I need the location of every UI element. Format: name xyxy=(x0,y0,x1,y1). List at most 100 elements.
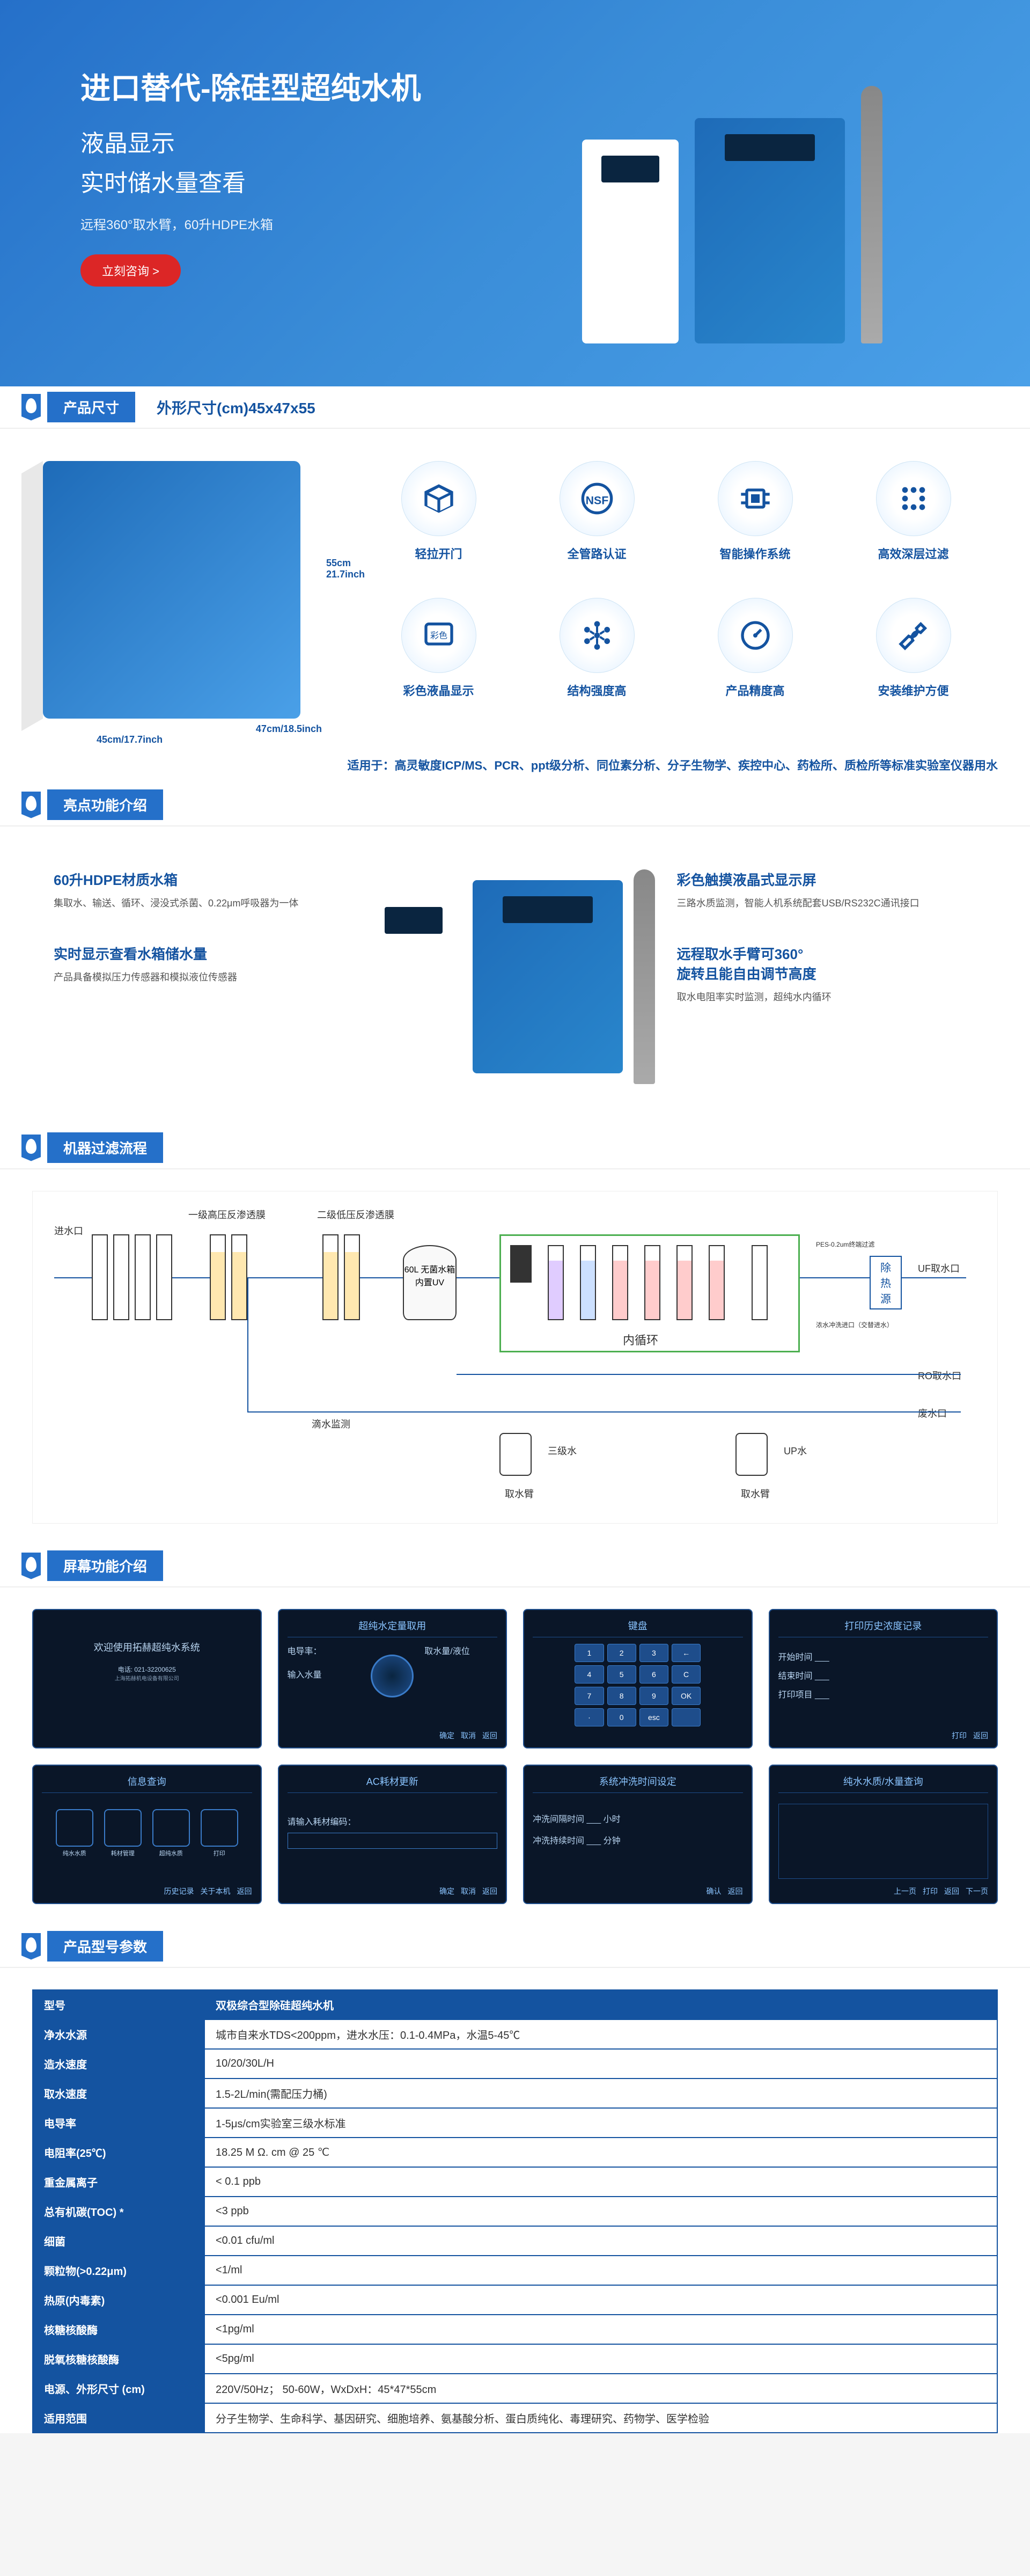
feature-label: 产品精度高 xyxy=(681,682,829,699)
info-icon[interactable] xyxy=(152,1809,190,1847)
highlight-desc: 集取水、输送、循环、浸没式杀菌、0.22μm呼吸器为一体 xyxy=(54,896,344,911)
feature-item: NSF全管路认证 xyxy=(523,461,671,582)
screen-button[interactable]: 上一页 xyxy=(894,1886,916,1897)
flow-drip: 滴水监测 xyxy=(312,1417,350,1431)
keypad-key[interactable]: · xyxy=(575,1708,604,1726)
keypad-key[interactable]: ← xyxy=(672,1644,701,1662)
spec-key: 取水速度 xyxy=(33,2079,204,2108)
keypad-key[interactable]: 6 xyxy=(639,1665,668,1684)
spec-row: 电导率1-5μs/cm实验室三级水标准 xyxy=(33,2108,997,2138)
spec-row: 造水速度10/20/30L/H xyxy=(33,2049,997,2079)
gauge-icon xyxy=(718,598,793,673)
spec-row: 电阻率(25℃)18.25 M Ω. cm @ 25 ℃ xyxy=(33,2138,997,2167)
flow-arm2: 取水臂 xyxy=(741,1487,770,1501)
screen-title: 纯水水质/水量查询 xyxy=(778,1774,989,1793)
spec-row: 适用范围分子生物学、生命科学、基因研究、细胞培养、氨基酸分析、蛋白质纯化、毒理研… xyxy=(33,2403,997,2433)
spec-key: 重金属离子 xyxy=(33,2167,204,2197)
screen-button[interactable]: 下一页 xyxy=(966,1886,988,1897)
flow-inlet: 进水口 xyxy=(54,1224,83,1238)
spec-value: 城市自来水TDS<200ppm，进水水压：0.1-0.4MPa，水温5-45℃ xyxy=(204,2019,997,2049)
keypad-key[interactable]: C xyxy=(672,1665,701,1684)
flow-heat: 除 热 源 xyxy=(870,1256,902,1309)
screen-button[interactable]: 历史记录 xyxy=(164,1886,194,1897)
screen-button[interactable]: 关于本机 xyxy=(201,1886,231,1897)
dots-icon xyxy=(876,461,951,536)
screen-button[interactable]: 取消 xyxy=(461,1886,476,1897)
feature-item: 轻拉开门 xyxy=(365,461,512,582)
screen-button[interactable]: 打印 xyxy=(923,1886,938,1897)
flow-tank: 60L 无菌水箱 内置UV xyxy=(403,1245,457,1320)
highlights-tab: 亮点功能介绍 xyxy=(0,784,1030,826)
hero-banner: 进口替代-除硅型超纯水机 液晶显示 实时储水量查看 远程360°取水臂，60升H… xyxy=(0,0,1030,386)
spec-value: <0.01 cfu/ml xyxy=(204,2226,997,2256)
screen-button[interactable]: 确定 xyxy=(439,1730,454,1741)
spec-key: 细菌 xyxy=(33,2226,204,2256)
feature-item: 高效深层过滤 xyxy=(840,461,987,582)
info-icon[interactable] xyxy=(56,1809,93,1847)
screens-grid: 欢迎使用拓赫超纯水系统电话: 021-32200625上海拓赫机电设备有限公司超… xyxy=(0,1587,1030,1926)
flask-icon xyxy=(21,1135,41,1161)
screen-button[interactable]: 返回 xyxy=(973,1730,988,1741)
svg-text:彩色: 彩色 xyxy=(430,631,447,640)
flow-diagram: 进水口 一级高压反渗透膜 二级低压反渗透膜 60L 无菌水箱 内置UV 内循环 … xyxy=(32,1191,998,1524)
screen-button[interactable]: 返回 xyxy=(482,1886,497,1897)
screen-panel: 系统冲洗时间设定冲洗间隔时间 ___ 小时冲洗持续时间 ___ 分钟确认返回 xyxy=(523,1765,753,1904)
keypad-key[interactable]: 9 xyxy=(639,1687,668,1705)
dim-depth: 47cm/18.5inch xyxy=(256,723,322,735)
feature-item: 智能操作系统 xyxy=(681,461,829,582)
spec-row: 重金属离子< 0.1 ppb xyxy=(33,2167,997,2197)
consult-button[interactable]: 立刻咨询 > xyxy=(80,254,181,287)
info-icon[interactable] xyxy=(201,1809,238,1847)
screen-button[interactable]: 返回 xyxy=(728,1886,743,1897)
feature-label: 高效深层过滤 xyxy=(840,545,987,562)
flow-pes: PES-0.2um终端过滤 xyxy=(816,1240,874,1249)
keypad-key[interactable]: 8 xyxy=(607,1687,636,1705)
chip-icon xyxy=(718,461,793,536)
highlights-tab-label: 亮点功能介绍 xyxy=(47,789,163,820)
screen-panel: AC耗材更新请输入耗材编码：确定取消返回 xyxy=(278,1765,507,1904)
spec-key: 热原(内毒素) xyxy=(33,2285,204,2315)
spec-key: 电源、外形尺寸 (cm) xyxy=(33,2374,204,2403)
spec-row: 细菌<0.01 cfu/ml xyxy=(33,2226,997,2256)
screen-title: 信息查询 xyxy=(42,1774,252,1793)
screen-button[interactable]: 取消 xyxy=(461,1730,476,1741)
keypad-key[interactable]: 7 xyxy=(575,1687,604,1705)
keypad-key[interactable]: esc xyxy=(639,1708,668,1726)
screen-button[interactable]: 打印 xyxy=(952,1730,967,1741)
highlight-title: 彩色触摸液晶式显示屏 xyxy=(677,869,967,889)
wrench-icon xyxy=(876,598,951,673)
screen-icon: 彩色 xyxy=(401,598,476,673)
spec-row: 脱氧核糖核酸酶<5pg/ml xyxy=(33,2344,997,2374)
spec-value: < 0.1 ppb xyxy=(204,2167,997,2197)
screen-button[interactable]: 确定 xyxy=(439,1886,454,1897)
keypad-key[interactable]: 1 xyxy=(575,1644,604,1662)
screen-button[interactable]: 确认 xyxy=(707,1886,722,1897)
keypad-key[interactable]: OK xyxy=(672,1687,701,1705)
keypad-key[interactable]: 5 xyxy=(607,1665,636,1684)
highlight-title: 60升HDPE材质水箱 xyxy=(54,869,344,889)
keypad-key[interactable]: 2 xyxy=(607,1644,636,1662)
screen-panel: 纯水水质/水量查询上一页打印返回下一页 xyxy=(769,1765,998,1904)
keypad-key[interactable]: 0 xyxy=(607,1708,636,1726)
flask-icon xyxy=(21,1933,41,1960)
spec-value: <1pg/ml xyxy=(204,2315,997,2344)
highlight-item: 实时显示查看水箱储水量 产品具备模拟压力传感器和模拟液位传感器 xyxy=(54,943,344,985)
info-icon[interactable] xyxy=(104,1809,142,1847)
spec-value: <1/ml xyxy=(204,2256,997,2285)
flow-inner-cycle: 内循环 xyxy=(623,1331,658,1348)
spec-row: 颗粒物(>0.22μm)<1/ml xyxy=(33,2256,997,2285)
screen-button[interactable]: 返回 xyxy=(944,1886,959,1897)
screen-panel: 键盘123←456C789OK·0esc xyxy=(523,1609,753,1748)
flow-membrane1: 一级高压反渗透膜 xyxy=(188,1208,266,1221)
screens-tab: 屏幕功能介绍 xyxy=(0,1545,1030,1587)
hero-title: 进口替代-除硅型超纯水机 xyxy=(80,64,515,108)
keypad-key[interactable] xyxy=(672,1708,701,1726)
keypad-key[interactable]: 3 xyxy=(639,1644,668,1662)
screen-button[interactable]: 返回 xyxy=(482,1730,497,1741)
screen-button[interactable]: 返回 xyxy=(237,1886,252,1897)
spec-value: 18.25 M Ω. cm @ 25 ℃ xyxy=(204,2138,997,2167)
keypad-key[interactable]: 4 xyxy=(575,1665,604,1684)
highlight-center-image xyxy=(355,859,666,1095)
svg-text:NSF: NSF xyxy=(585,494,608,507)
highlight-desc: 取水电阻率实时监测，超纯水内循环 xyxy=(677,990,967,1005)
